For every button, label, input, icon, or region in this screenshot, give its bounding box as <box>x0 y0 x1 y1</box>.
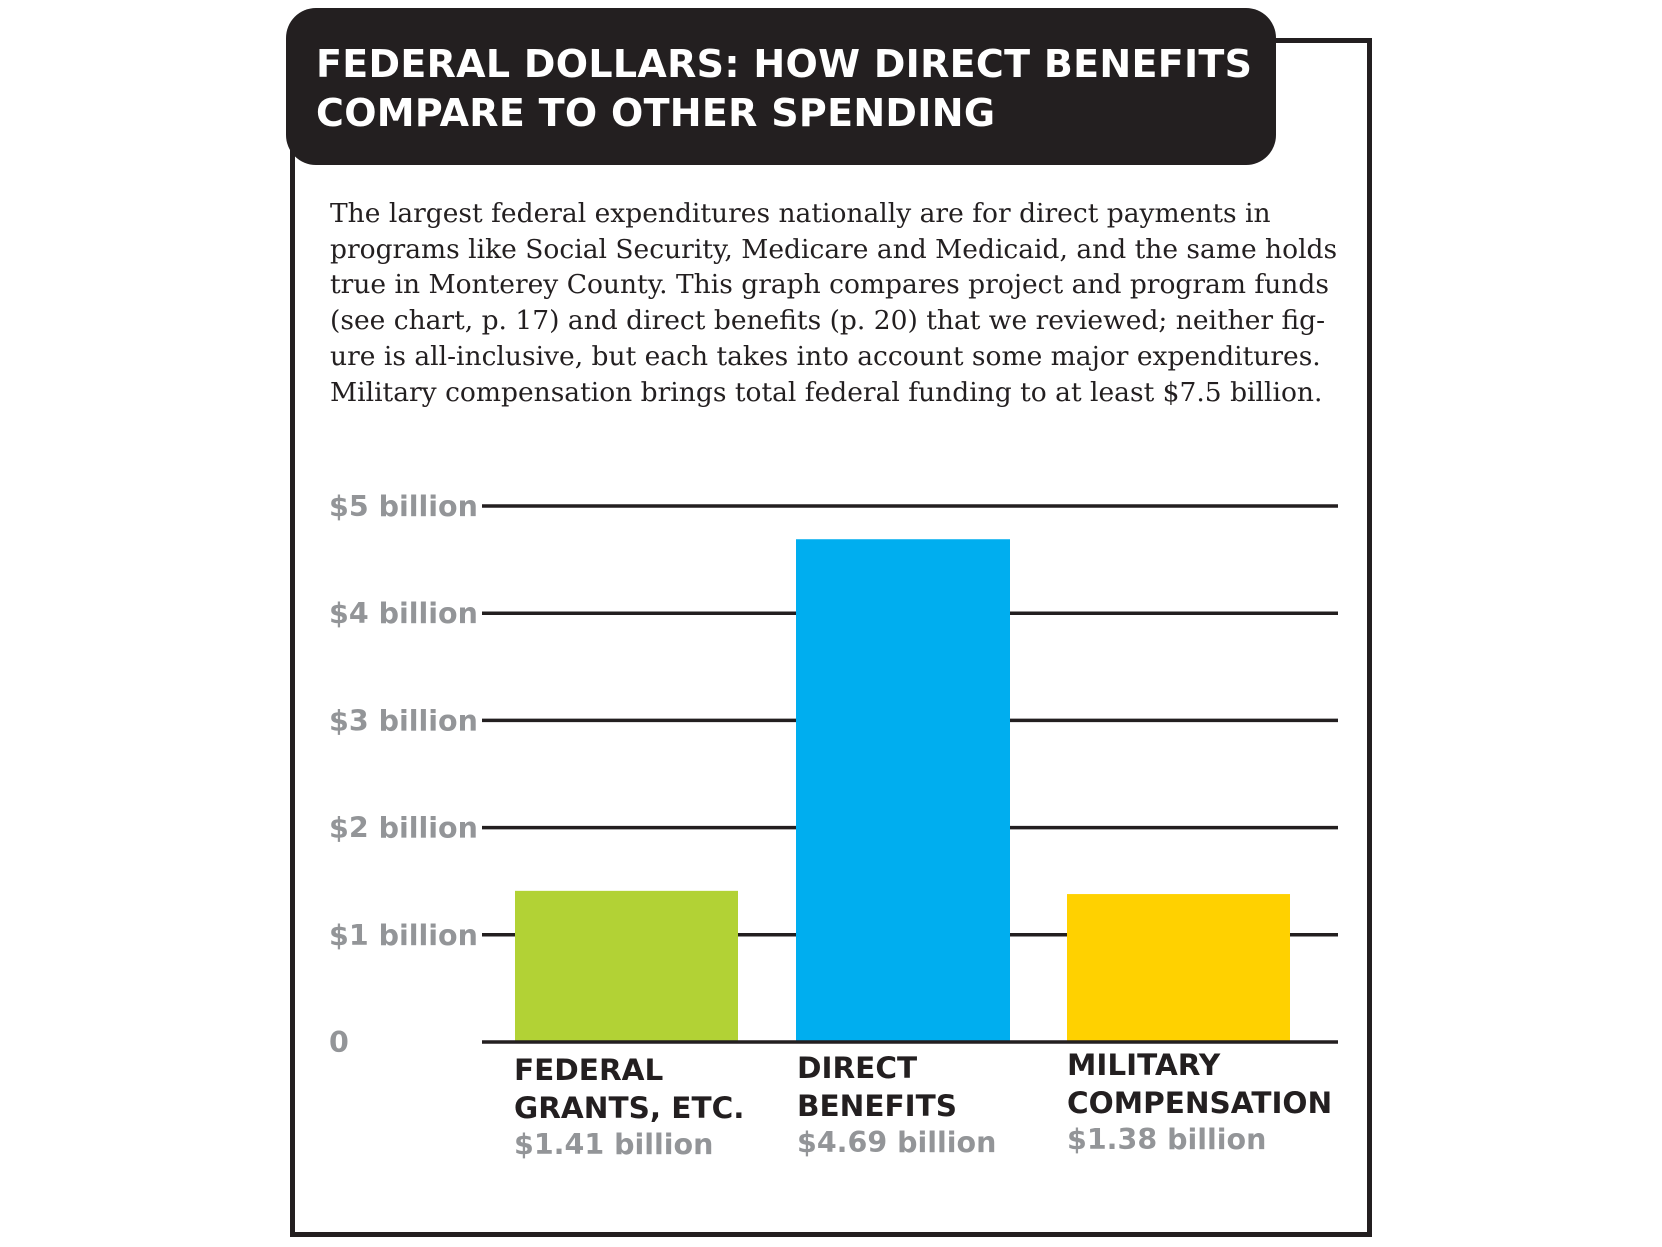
description-line: The largest federal expenditures nationa… <box>330 198 1271 229</box>
category-labels: FEDERAL GRANTS, ETC.$1.41 billion DIRECT BE… <box>514 1048 1332 1161</box>
y-tick-labels: 0 $1 billion $2 billion $3 billion $4 billio… <box>329 490 478 1059</box>
y-tick-label: $5 billion <box>329 490 478 523</box>
category-label: FEDERAL <box>514 1053 663 1087</box>
category-label: MILITARY <box>1067 1048 1221 1082</box>
description-line: ure is all-inclusive, but each takes int… <box>330 340 1321 372</box>
value-label: $1.41 billion <box>514 1128 713 1161</box>
title-banner: FEDERAL DOLLARS: HOW DIRECT BENEFITS COM… <box>286 8 1276 165</box>
bar <box>515 890 738 1042</box>
description-line: programs like Social Security, Medicare … <box>330 233 1338 265</box>
y-tick-label: $3 billion <box>329 704 478 737</box>
chart-title-line-2: COMPARE TO OTHER SPENDING <box>316 91 996 135</box>
description-line: true in Monterey County. This graph comp… <box>330 269 1329 301</box>
y-tick-label: $1 billion <box>329 919 478 952</box>
chart-title-line-1: FEDERAL DOLLARS: HOW DIRECT BENEFITS <box>316 42 1253 86</box>
value-label: $1.38 billion <box>1067 1123 1266 1156</box>
bars <box>515 539 1290 1042</box>
bar <box>796 539 1010 1042</box>
category-label: COMPENSATION <box>1067 1086 1332 1120</box>
value-label: $4.69 billion <box>797 1126 996 1159</box>
bar <box>1067 894 1290 1042</box>
chart-description: The largest federal expenditures nationa… <box>330 196 1350 410</box>
y-tick-label: $2 billion <box>329 812 478 845</box>
description-line: Military compensation brings total feder… <box>330 376 1323 408</box>
description-line: (see chart, p. 17) and direct benefits (… <box>330 305 1326 337</box>
y-tick-label: $4 billion <box>329 597 478 630</box>
y-tick-label: 0 <box>329 1026 349 1059</box>
category-label: GRANTS, ETC. <box>514 1091 744 1125</box>
category-label: BENEFITS <box>797 1089 957 1123</box>
category-label: DIRECT <box>797 1051 917 1085</box>
